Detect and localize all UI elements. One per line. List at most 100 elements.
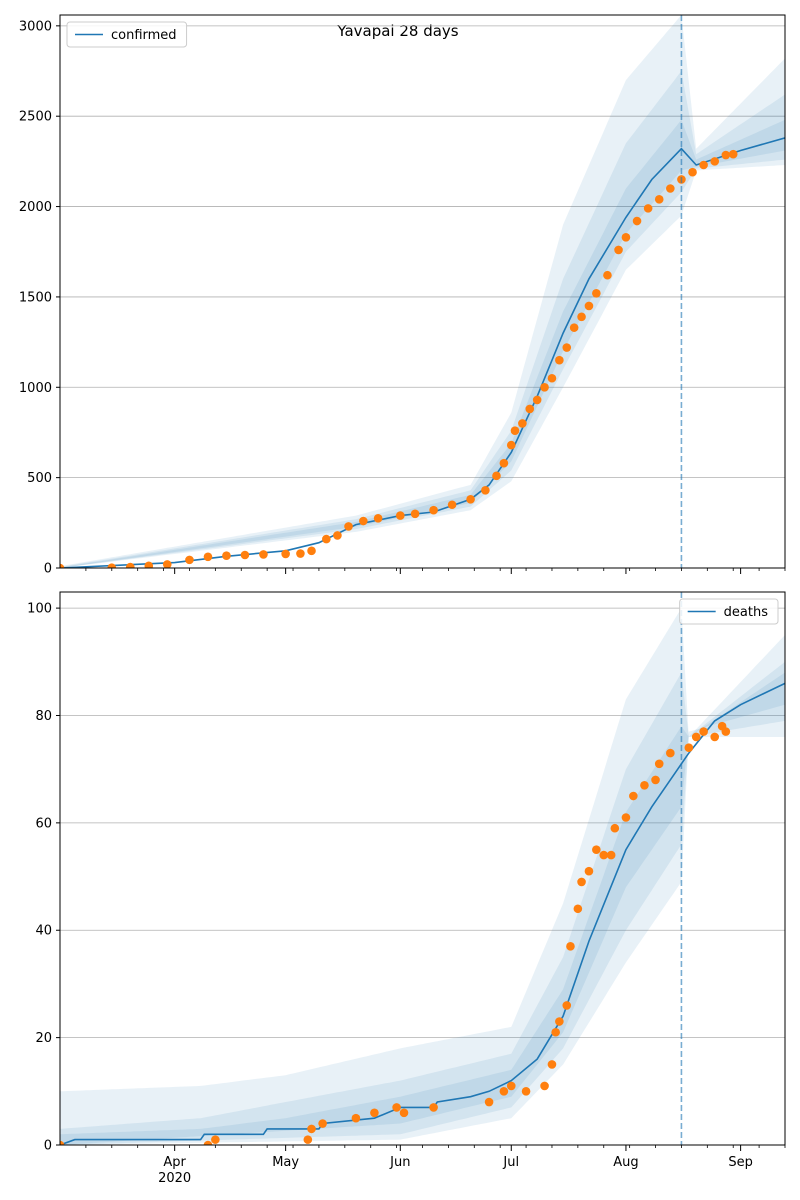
model-line: [60, 137, 785, 568]
observed-point: [521, 1087, 531, 1096]
observed-point: [373, 514, 383, 523]
observed-point: [654, 759, 664, 769]
observed-point: [643, 204, 653, 213]
plot-area: [60, 608, 785, 1145]
observed-point: [259, 550, 268, 559]
observed-point: [721, 727, 731, 736]
observed-point: [481, 485, 490, 495]
observed-point: [144, 561, 154, 568]
uncertainty-band: [60, 608, 785, 1145]
observed-point: [351, 1113, 361, 1123]
observed-point: [162, 560, 172, 568]
observed-point: [592, 845, 601, 855]
observed-point: [107, 563, 117, 568]
observed-point: [606, 850, 616, 860]
legend-label: deaths: [724, 605, 769, 620]
observed-point: [510, 426, 520, 435]
observed-point: [540, 382, 549, 392]
observed-point: [566, 942, 575, 951]
observed-point: [651, 775, 660, 785]
observed-point: [710, 732, 720, 742]
x-tick-label: Jul: [502, 1155, 519, 1170]
observed-point: [429, 1103, 438, 1112]
observed-point: [484, 1097, 494, 1107]
observed-point: [240, 550, 250, 560]
observed-point: [429, 505, 438, 515]
y-tick-label: 20: [35, 1031, 52, 1046]
observed-point: [525, 404, 535, 414]
observed-point: [492, 471, 501, 481]
x-tick-label: Jun: [389, 1155, 410, 1170]
y-tick-label: 500: [27, 471, 52, 486]
observed-point: [532, 395, 542, 405]
y-tick-label: 0: [44, 1139, 52, 1154]
observed-point: [610, 823, 620, 833]
observed-point: [632, 216, 642, 226]
legend-box: [679, 598, 779, 625]
legend: confirmed: [66, 21, 188, 48]
observed-point: [629, 791, 638, 801]
x-tick-label: Aug: [613, 1155, 638, 1170]
observed-point: [410, 509, 420, 519]
observed-point: [203, 1140, 213, 1145]
observed-point: [396, 511, 405, 520]
observed-point: [551, 1027, 560, 1037]
observed-point: [699, 160, 708, 170]
observed-point: [60, 1140, 65, 1145]
observed-point: [307, 1124, 316, 1134]
observed-point: [666, 184, 675, 193]
observed-point: [370, 1108, 379, 1118]
uncertainty-band: [60, 15, 785, 568]
observed-point: [654, 195, 664, 204]
observed-point: [621, 813, 631, 822]
observed-point: [60, 563, 65, 568]
model-line: [60, 682, 785, 1145]
observed-point: [447, 500, 457, 510]
observed-point: [499, 1087, 509, 1096]
uncertainty-band: [60, 71, 785, 568]
observed-point: [584, 301, 594, 311]
observed-point: [699, 727, 708, 736]
observed-point: [688, 167, 697, 177]
observed-point: [344, 522, 353, 531]
observed-point: [303, 1135, 313, 1144]
observed-point: [466, 495, 475, 504]
y-tick-label: 100: [27, 602, 52, 617]
observed-point: [555, 1017, 564, 1026]
y-tick-label: 3000: [19, 19, 52, 34]
observed-point: [211, 1135, 220, 1144]
confirmed-panel: 0 500 1000 1500 2000 2500 3000 confirmed: [19, 14, 786, 577]
observed-point: [518, 419, 527, 428]
observed-point: [684, 743, 694, 752]
observed-point: [307, 546, 316, 556]
observed-point: [599, 850, 609, 860]
observed-point: [318, 1119, 327, 1128]
figure-title: Yavapai 28 days: [336, 22, 458, 40]
observed-point: [666, 748, 675, 758]
x-tick-label: May: [272, 1155, 299, 1170]
observed-point: [125, 562, 135, 568]
observed-point: [710, 157, 720, 166]
y-tick-label: 2500: [19, 110, 52, 125]
observed-point: [562, 1001, 572, 1010]
uncertainty-band: [60, 661, 785, 1145]
observed-point: [691, 732, 701, 742]
plot-area: [60, 15, 785, 568]
observed-point: [392, 1103, 401, 1112]
observed-point: [540, 1081, 549, 1091]
y-tick-label: 1000: [19, 381, 52, 396]
observed-point: [506, 440, 516, 450]
observed-point: [555, 355, 564, 365]
observed-point: [577, 877, 586, 887]
observed-point: [499, 458, 509, 468]
observed-point: [621, 232, 631, 242]
observed-point: [569, 323, 579, 332]
y-tick-label: 2000: [19, 200, 52, 215]
observed-point: [547, 1060, 557, 1069]
observed-point: [614, 245, 623, 255]
observed-point: [721, 150, 731, 160]
y-tick-label: 60: [35, 816, 52, 831]
observed-point: [573, 904, 583, 914]
